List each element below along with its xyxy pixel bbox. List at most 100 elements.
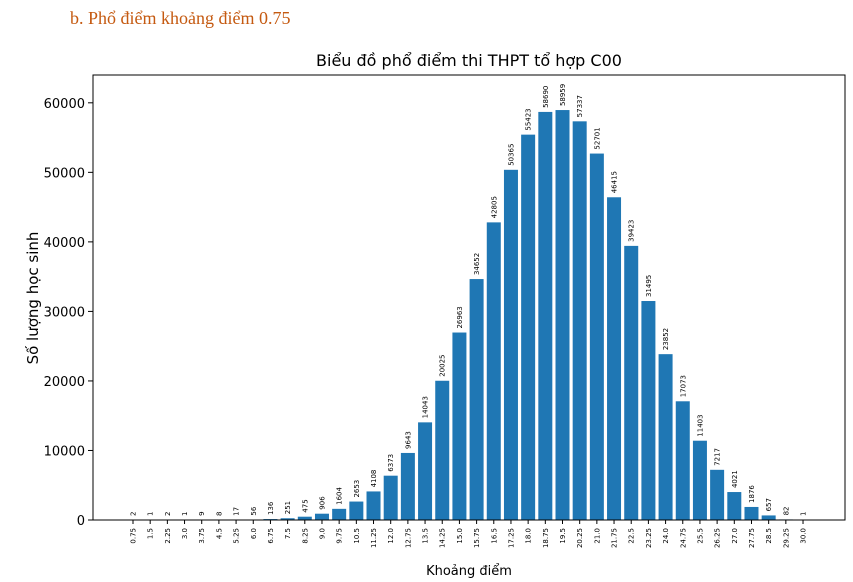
data-label: 906 bbox=[318, 496, 326, 510]
bar bbox=[469, 279, 484, 520]
x-tick-label: 18.0 bbox=[525, 528, 533, 544]
x-tick-label: 5.25 bbox=[233, 528, 241, 544]
data-label: 82 bbox=[782, 507, 790, 516]
y-tick-label: 60000 bbox=[44, 97, 85, 112]
x-tick-label: 28.5 bbox=[765, 528, 773, 544]
x-tick-label: 3.75 bbox=[198, 528, 206, 544]
x-tick-label: 16.5 bbox=[490, 528, 498, 544]
bar bbox=[383, 475, 398, 520]
x-tick-label: 19.5 bbox=[559, 528, 567, 544]
data-label: 58690 bbox=[542, 86, 550, 108]
y-axis-label: Số lượng học sinh bbox=[24, 232, 42, 365]
x-tick-label: 0.75 bbox=[130, 528, 138, 544]
data-label: 136 bbox=[267, 501, 275, 515]
bar bbox=[658, 354, 673, 520]
y-tick-label: 50000 bbox=[44, 166, 85, 181]
y-tick-label: 10000 bbox=[44, 444, 85, 459]
data-label: 9 bbox=[198, 511, 206, 515]
x-tick-label: 20.25 bbox=[576, 528, 584, 548]
bar bbox=[452, 332, 467, 520]
data-label: 17 bbox=[233, 507, 241, 516]
bar bbox=[349, 501, 364, 520]
data-label: 55423 bbox=[525, 108, 533, 130]
bar bbox=[692, 440, 707, 520]
x-tick-label: 7.5 bbox=[284, 528, 292, 539]
x-tick-label: 26.25 bbox=[714, 528, 722, 548]
data-label: 34652 bbox=[473, 253, 481, 275]
bar bbox=[607, 197, 622, 521]
bar bbox=[366, 491, 381, 520]
x-tick-label: 21.0 bbox=[593, 528, 601, 544]
bar bbox=[435, 380, 450, 520]
x-tick-label: 15.75 bbox=[473, 528, 481, 548]
y-tick-label: 40000 bbox=[44, 236, 85, 251]
bar bbox=[538, 111, 553, 521]
data-label: 2653 bbox=[353, 480, 361, 498]
data-label: 11403 bbox=[696, 414, 704, 436]
data-label: 657 bbox=[765, 498, 773, 511]
data-label: 2 bbox=[164, 512, 172, 516]
data-label: 56 bbox=[250, 506, 258, 515]
data-label: 57337 bbox=[576, 95, 584, 117]
plot-frame bbox=[92, 74, 846, 521]
x-tick-label: 24.75 bbox=[679, 528, 687, 548]
data-label: 46415 bbox=[611, 171, 619, 193]
chart-title: Biểu đồ phổ điểm thi THPT tổ hợp C00 bbox=[316, 51, 622, 70]
data-label: 475 bbox=[301, 499, 309, 512]
bar bbox=[744, 506, 759, 520]
data-label: 50365 bbox=[507, 144, 515, 166]
data-label: 20025 bbox=[439, 354, 447, 376]
x-tick-label: 2.25 bbox=[164, 528, 172, 544]
x-tick-label: 6.75 bbox=[267, 528, 275, 544]
bar bbox=[727, 492, 742, 520]
bar bbox=[400, 452, 415, 520]
bar bbox=[589, 153, 604, 520]
data-label: 251 bbox=[284, 501, 292, 514]
x-tick-label: 17.25 bbox=[507, 528, 515, 548]
y-tick-label: 0 bbox=[77, 514, 85, 529]
bar bbox=[503, 169, 518, 521]
data-label: 1 bbox=[147, 512, 155, 516]
bar bbox=[624, 245, 639, 520]
data-label: 8 bbox=[215, 511, 223, 515]
data-label: 26963 bbox=[456, 306, 464, 328]
x-tick-label: 15.0 bbox=[456, 528, 464, 544]
x-tick-label: 6.0 bbox=[250, 528, 258, 539]
bar bbox=[555, 110, 570, 520]
data-label: 58959 bbox=[559, 84, 567, 106]
x-tick-label: 4.5 bbox=[215, 528, 223, 539]
x-tick-label: 9.75 bbox=[336, 528, 344, 544]
data-label: 2 bbox=[130, 512, 138, 516]
x-tick-label: 30.0 bbox=[800, 528, 808, 544]
data-label: 1604 bbox=[336, 486, 344, 504]
bar bbox=[710, 469, 725, 520]
bar bbox=[572, 121, 587, 520]
x-tick-label: 3.0 bbox=[181, 528, 189, 539]
x-tick-label: 13.5 bbox=[422, 528, 430, 544]
x-tick-label: 22.5 bbox=[628, 528, 636, 544]
data-label: 17073 bbox=[679, 375, 687, 397]
bar bbox=[761, 515, 776, 520]
bar bbox=[314, 513, 329, 520]
bar bbox=[280, 518, 295, 520]
x-axis-label: Khoảng điểm bbox=[426, 564, 512, 579]
x-tick-label: 9.0 bbox=[318, 528, 326, 539]
x-tick-label: 27.0 bbox=[731, 528, 739, 544]
data-label: 42805 bbox=[490, 196, 498, 218]
data-label: 14043 bbox=[422, 396, 430, 418]
bar bbox=[675, 401, 690, 520]
x-tick-label: 23.25 bbox=[645, 528, 653, 548]
x-tick-label: 11.25 bbox=[370, 528, 378, 548]
x-tick-label: 24.0 bbox=[662, 528, 670, 544]
bar bbox=[418, 422, 433, 520]
data-label: 31495 bbox=[645, 275, 653, 297]
bar bbox=[641, 301, 656, 520]
x-tick-label: 12.75 bbox=[404, 528, 412, 548]
x-tick-label: 27.75 bbox=[748, 528, 756, 548]
data-label: 1 bbox=[181, 512, 189, 516]
data-label: 39423 bbox=[628, 220, 636, 242]
data-label: 52701 bbox=[593, 127, 601, 149]
x-tick-label: 10.5 bbox=[353, 528, 361, 544]
data-label: 7217 bbox=[714, 448, 722, 466]
